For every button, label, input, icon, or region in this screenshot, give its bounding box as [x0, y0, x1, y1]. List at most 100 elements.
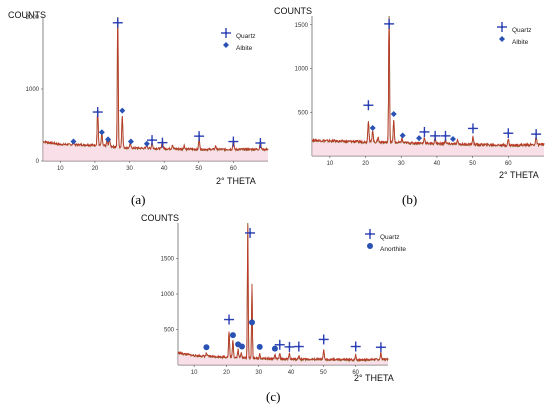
- y-tick-label: 1000: [161, 292, 175, 298]
- x-axis-title: 2° THETA: [354, 373, 394, 383]
- xrd-chart-a: 0 1000 2000 10 20 30 40 50 60: [26, 15, 269, 172]
- peak-marker-quartz: [147, 135, 158, 146]
- x-axis-title: 2° THETA: [216, 176, 256, 186]
- legend: Quartz Albite: [496, 20, 532, 46]
- cross-center: [248, 231, 252, 235]
- calculated-pattern-line: [311, 17, 545, 148]
- legend-label: Quartz: [380, 234, 400, 241]
- xrd-chart-b: 500 1000 1500 10 20 30 40 50 60: [295, 15, 545, 167]
- legend-item-quartz: Quartz: [364, 227, 406, 241]
- y-axis-title: COUNTS: [8, 10, 46, 20]
- cross-center: [259, 141, 262, 145]
- peak-marker-anorthite: [256, 343, 263, 350]
- legend-marker: [221, 28, 231, 38]
- peak-marker-albite: [369, 125, 376, 131]
- peak-marker-albite: [119, 107, 126, 114]
- peak-marker-albite: [98, 129, 105, 136]
- x-tick-label: 10: [327, 161, 334, 167]
- legend-label: Quartz: [512, 27, 532, 34]
- x-tick-label: 30: [255, 370, 262, 376]
- diamond-icon: [496, 32, 512, 49]
- cross-center: [96, 110, 99, 114]
- legend-item-albite: Albite: [496, 32, 532, 46]
- x-tick-label: 20: [92, 166, 99, 172]
- legend-marker: [367, 243, 373, 249]
- peak-marker-quartz: [284, 341, 295, 352]
- panel-label: (b): [402, 192, 418, 207]
- legend-marker: [223, 42, 229, 48]
- legend-item-quartz: Quartz: [496, 20, 532, 34]
- legend: Quartz Albite: [220, 26, 256, 52]
- y-axis-title: COUNTS: [274, 6, 312, 16]
- cross-center: [232, 140, 235, 143]
- x-tick-label: 20: [223, 370, 230, 376]
- peak-marker-albite: [390, 111, 397, 117]
- peak-marker-albite: [416, 135, 423, 142]
- peak-marker-quartz: [384, 18, 395, 29]
- x-tick-label: 30: [126, 166, 133, 172]
- peak-marker-quartz: [157, 137, 168, 148]
- cross-center: [322, 338, 325, 341]
- legend-marker: [499, 36, 505, 42]
- cross-center: [161, 141, 164, 144]
- cross-center: [471, 127, 475, 130]
- cross-center: [116, 21, 119, 24]
- cross-center: [354, 345, 357, 348]
- x-tick-label: 20: [362, 161, 369, 167]
- peak-marker-quartz: [92, 107, 103, 118]
- peak-marker-quartz: [228, 136, 239, 147]
- peak-marker-albite: [105, 136, 112, 143]
- observed-pattern-line: [177, 222, 389, 363]
- legend: Quartz Anorthite: [364, 227, 406, 253]
- cross-icon: [220, 26, 236, 43]
- panel-label: (a): [131, 192, 146, 207]
- peak-marker-albite: [143, 140, 150, 147]
- legend-label: Quartz: [236, 33, 256, 40]
- cross-center: [534, 132, 538, 136]
- legend-symbol: [497, 22, 507, 32]
- cross-center: [379, 346, 383, 349]
- cross-center: [433, 134, 437, 138]
- x-tick-label: 10: [191, 370, 198, 376]
- x-tick-label: 60: [230, 166, 237, 172]
- peak-marker-quartz: [363, 100, 374, 111]
- legend-symbol: [367, 243, 373, 249]
- peak-marker-anorthite: [229, 332, 236, 339]
- legend-symbol: [221, 28, 231, 38]
- calculated-pattern-line: [42, 18, 269, 152]
- peak-marker-quartz: [255, 138, 266, 148]
- peak-marker-quartz: [375, 342, 386, 353]
- peak-marker-albite: [399, 132, 406, 139]
- peak-marker-quartz: [350, 341, 361, 352]
- peak-marker-albite: [70, 138, 77, 145]
- cross-center: [297, 345, 301, 348]
- x-tick-label: 60: [352, 370, 359, 376]
- peak-marker-quartz: [419, 126, 430, 137]
- cross-center: [387, 22, 391, 26]
- x-tick-label: 60: [505, 161, 512, 167]
- legend-item-quartz: Quartz: [220, 26, 256, 40]
- cross-center: [278, 343, 281, 346]
- panel-label: (c): [266, 389, 281, 404]
- y-tick-label: 2000: [26, 15, 40, 21]
- cross-icon: [496, 20, 512, 37]
- x-axis-title: 2° THETA: [499, 170, 539, 180]
- x-tick-label: 30: [398, 161, 405, 167]
- x-tick-label: 40: [161, 166, 168, 172]
- peak-marker-anorthite: [238, 343, 245, 350]
- legend-label: Albite: [512, 39, 529, 46]
- legend-marker: [365, 229, 375, 239]
- x-tick-label: 40: [434, 161, 441, 167]
- cross-center: [500, 25, 504, 29]
- peak-marker-quartz: [274, 339, 285, 350]
- peak-marker-quartz: [440, 130, 451, 141]
- circle-icon: [364, 239, 380, 256]
- legend-symbol: [223, 42, 229, 48]
- cross-center: [368, 232, 372, 236]
- legend-item-albite: Albite: [220, 38, 256, 52]
- legend-symbol: [365, 229, 375, 239]
- peak-marker-anorthite: [271, 345, 278, 352]
- diamond-icon: [220, 38, 236, 55]
- x-tick-label: 10: [57, 166, 64, 172]
- peak-marker-quartz: [531, 129, 542, 140]
